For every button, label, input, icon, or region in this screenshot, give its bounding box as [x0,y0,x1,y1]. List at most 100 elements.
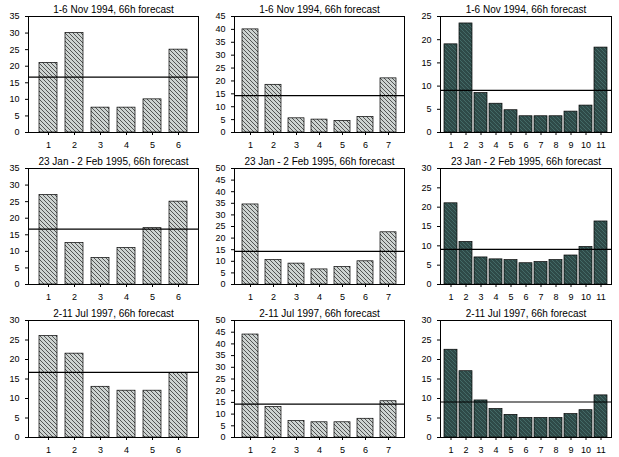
svg-text:5: 5 [508,445,513,455]
svg-text:0: 0 [220,432,225,442]
svg-text:25: 25 [9,197,19,207]
svg-text:30: 30 [215,210,225,220]
svg-text:5: 5 [14,263,19,273]
svg-text:20: 20 [9,213,19,223]
svg-text:2: 2 [463,292,468,302]
svg-text:15: 15 [421,374,431,384]
svg-text:0: 0 [220,127,225,137]
svg-text:10: 10 [581,445,591,455]
svg-text:30: 30 [215,50,225,60]
svg-text:4: 4 [317,292,322,302]
svg-text:3: 3 [98,292,103,302]
svg-text:2-11 Jul 1997, 66h forecast: 2-11 Jul 1997, 66h forecast [53,308,174,319]
svg-text:15: 15 [9,374,19,384]
svg-text:5: 5 [426,260,431,270]
svg-text:10: 10 [581,292,591,302]
svg-text:6: 6 [523,140,528,150]
svg-text:0: 0 [14,279,19,289]
svg-text:6: 6 [176,140,181,150]
svg-text:1: 1 [448,445,453,455]
svg-text:20: 20 [421,202,431,212]
svg-text:10: 10 [9,94,19,104]
svg-text:35: 35 [215,37,225,47]
svg-text:40: 40 [215,24,225,34]
svg-text:25: 25 [421,11,431,21]
svg-text:5: 5 [14,413,19,423]
svg-text:20: 20 [421,354,431,364]
svg-text:0: 0 [426,432,431,442]
svg-text:35: 35 [215,198,225,208]
svg-text:30: 30 [215,362,225,372]
svg-text:6: 6 [176,292,181,302]
svg-text:25: 25 [215,221,225,231]
svg-text:0: 0 [14,127,19,137]
svg-text:5: 5 [14,111,19,121]
svg-text:35: 35 [215,350,225,360]
svg-text:20: 20 [421,35,431,45]
svg-text:40: 40 [215,339,225,349]
svg-text:6: 6 [523,292,528,302]
svg-text:20: 20 [215,386,225,396]
svg-text:1-6 Nov 1994, 66h forecast: 1-6 Nov 1994, 66h forecast [466,4,587,15]
svg-text:0: 0 [220,279,225,289]
svg-text:1: 1 [46,140,51,150]
svg-text:3: 3 [294,292,299,302]
svg-text:5: 5 [220,114,225,124]
svg-text:30: 30 [421,315,431,325]
svg-text:25: 25 [215,63,225,73]
svg-text:10: 10 [421,393,431,403]
svg-text:0: 0 [426,127,431,137]
svg-text:4: 4 [317,140,322,150]
svg-text:15: 15 [9,78,19,88]
svg-text:1: 1 [448,292,453,302]
svg-text:10: 10 [421,81,431,91]
svg-text:4: 4 [493,292,498,302]
svg-text:10: 10 [581,140,591,150]
svg-text:25: 25 [421,335,431,345]
svg-text:40: 40 [215,187,225,197]
svg-text:45: 45 [215,175,225,185]
svg-text:1: 1 [46,445,51,455]
svg-text:20: 20 [9,61,19,71]
svg-text:5: 5 [340,292,345,302]
svg-text:15: 15 [215,245,225,255]
svg-text:2: 2 [463,445,468,455]
svg-text:5: 5 [340,445,345,455]
svg-text:8: 8 [553,445,558,455]
svg-text:2: 2 [72,140,77,150]
svg-text:10: 10 [215,409,225,419]
svg-text:6: 6 [363,292,368,302]
svg-text:5: 5 [150,140,155,150]
svg-text:5: 5 [150,292,155,302]
svg-text:2-11 Jul 1997, 66h forecast: 2-11 Jul 1997, 66h forecast [259,308,380,319]
svg-text:6: 6 [363,445,368,455]
svg-text:2: 2 [271,140,276,150]
svg-text:4: 4 [124,140,129,150]
svg-text:5: 5 [426,104,431,114]
svg-text:35: 35 [9,11,19,21]
svg-text:3: 3 [478,140,483,150]
svg-text:20: 20 [215,233,225,243]
svg-text:15: 15 [421,58,431,68]
svg-text:0: 0 [14,432,19,442]
svg-text:30: 30 [9,28,19,38]
svg-text:2-11 Jul 1997, 66h forecast: 2-11 Jul 1997, 66h forecast [466,308,587,319]
svg-text:15: 15 [215,89,225,99]
svg-text:25: 25 [421,183,431,193]
svg-text:20: 20 [215,76,225,86]
svg-text:2: 2 [72,292,77,302]
svg-text:15: 15 [9,230,19,240]
svg-text:4: 4 [493,140,498,150]
svg-text:1: 1 [46,292,51,302]
svg-text:7: 7 [538,292,543,302]
svg-text:9: 9 [568,140,573,150]
svg-text:11: 11 [596,445,605,455]
svg-text:4: 4 [124,292,129,302]
svg-text:10: 10 [215,256,225,266]
svg-text:8: 8 [553,292,558,302]
svg-text:6: 6 [363,140,368,150]
svg-text:5: 5 [426,413,431,423]
svg-text:35: 35 [9,163,19,173]
svg-text:7: 7 [386,292,391,302]
svg-text:3: 3 [98,445,103,455]
